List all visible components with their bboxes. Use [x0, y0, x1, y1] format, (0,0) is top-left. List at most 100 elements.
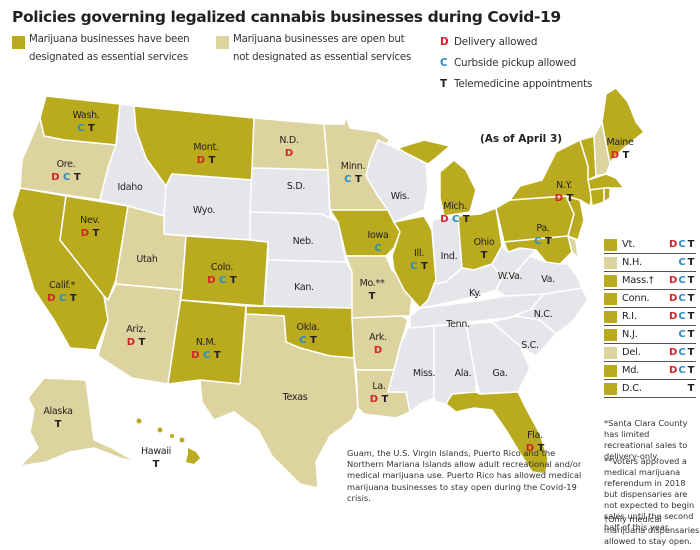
key-delivery: D Delivery allowed	[440, 36, 538, 48]
state-label-nd: N.D.	[279, 135, 298, 146]
state-label-hawaii: Hawaii	[141, 446, 171, 457]
policy-codes-mich: D C T	[440, 214, 470, 225]
state-ri[interactable]	[603, 187, 611, 203]
state-label-colo: Colo.	[211, 262, 233, 273]
state-label-calif: Calif.*	[49, 280, 76, 291]
policy-codes-calif: D C T	[47, 293, 77, 304]
state-mo[interactable]	[345, 255, 413, 319]
policy-codes-nm: D C T	[191, 350, 221, 361]
state-label-minn: Minn.	[341, 161, 365, 172]
policy-codes-ny: D T	[555, 193, 574, 204]
delivery-letter-icon: D	[440, 36, 449, 48]
state-label-kan: Kan.	[294, 282, 314, 293]
ne-row: N.H. CT	[604, 254, 696, 272]
state-ky[interactable]	[419, 263, 503, 309]
state-mich[interactable]	[397, 139, 477, 217]
state-label-ohio: Ohio	[474, 237, 495, 248]
legend-swatch-open	[216, 36, 229, 49]
policy-codes-nev: D T	[81, 228, 100, 239]
state-label-fla: Fla.	[527, 430, 543, 441]
ne-row: Md. DCT	[604, 362, 696, 380]
legend-swatch-essential	[12, 36, 25, 49]
policy-codes-maine: D T	[611, 150, 630, 161]
ne-policy-codes: DCT	[669, 239, 696, 250]
state-texas[interactable]	[199, 313, 359, 489]
state-label-wva: W.Va.	[498, 271, 522, 282]
state-ny[interactable]	[509, 139, 593, 207]
state-label-ind: Ind.	[441, 251, 458, 262]
ne-state-name: Conn.	[622, 293, 650, 304]
policy-codes-colo: D C T	[207, 275, 237, 286]
ne-state-name: Del.	[622, 347, 641, 358]
state-maine[interactable]	[601, 87, 645, 165]
state-nh[interactable]	[593, 121, 611, 177]
northeast-states-table: Vt. DCT N.H. CT Mass.† DCT Conn. DCT R.I. DCT N.J.…	[604, 236, 696, 398]
ne-policy-codes: DCT	[669, 293, 696, 304]
state-fla[interactable]	[445, 391, 549, 475]
state-label-ore: Ore.	[57, 159, 76, 170]
ne-row: Conn. DCT	[604, 290, 696, 308]
state-label-sd: S.D.	[287, 181, 305, 192]
state-label-ala: Ala.	[455, 368, 472, 379]
state-label-ariz: Ariz.	[126, 324, 146, 335]
state-label-idaho: Idaho	[118, 182, 143, 193]
note-santa-clara: *Santa Clara County has limited recreati…	[604, 418, 688, 461]
state-sd[interactable]	[249, 167, 331, 219]
state-label-nm: N.M.	[196, 337, 216, 348]
state-label-alaska: Alaska	[43, 406, 72, 417]
policy-codes-minn: C T	[344, 174, 362, 185]
ne-row: D.C. T	[604, 380, 696, 398]
state-label-ga: Ga.	[492, 368, 507, 379]
ne-policy-codes: CT	[678, 329, 696, 340]
policy-codes-mont: D T	[197, 155, 216, 166]
telemedicine-letter-icon: T	[440, 78, 447, 90]
ne-policy-codes: DCT	[669, 311, 696, 322]
status-swatch	[604, 364, 617, 377]
status-swatch	[604, 292, 617, 305]
policy-codes-ore: D C T	[51, 172, 81, 183]
ne-policy-codes: DCT	[669, 365, 696, 376]
page-title: Policies governing legalized cannabis bu…	[12, 8, 561, 26]
note-massachusetts: †Only medical marijuana dispensaries all…	[604, 514, 700, 546]
state-conn[interactable]	[589, 187, 605, 207]
status-swatch	[604, 328, 617, 341]
policy-codes-alaska: T	[55, 419, 62, 430]
state-alaska[interactable]	[19, 377, 137, 467]
state-label-iowa: Iowa	[367, 230, 388, 241]
state-label-okla: Okla.	[297, 322, 320, 333]
ne-row: Vt. DCT	[604, 236, 696, 254]
ne-row: R.I. DCT	[604, 308, 696, 326]
status-swatch	[604, 310, 617, 323]
status-swatch	[604, 238, 617, 251]
state-label-nc: N.C.	[534, 309, 553, 320]
state-label-wyo: Wyo.	[193, 205, 215, 216]
legend-essential-label: Marijuana businesses have been designate…	[29, 34, 190, 63]
state-label-ill: Ill.	[414, 248, 424, 259]
policy-codes-okla: C T	[299, 335, 317, 346]
policy-codes-ariz: D T	[127, 337, 146, 348]
note-missouri: **Voters approved a medical marijuana re…	[604, 456, 695, 532]
status-swatch	[604, 256, 617, 269]
state-label-mo: Mo.**	[360, 278, 385, 289]
state-label-sc: S.C.	[521, 340, 539, 351]
state-label-ny: N.Y.	[556, 180, 572, 191]
policy-codes-hawaii: T	[153, 459, 160, 470]
state-label-mont: Mont.	[193, 142, 218, 153]
policy-codes-iowa: C	[374, 243, 381, 254]
policy-codes-ohio: T	[481, 250, 488, 261]
state-label-texas: Texas	[282, 392, 308, 403]
ne-state-name: Mass.†	[622, 275, 654, 286]
ne-policy-codes: CT	[678, 257, 696, 268]
ne-policy-codes: DCT	[669, 347, 696, 358]
ne-state-name: Vt.	[622, 239, 636, 250]
ne-state-name: R.I.	[622, 311, 637, 322]
state-nc[interactable]	[507, 287, 589, 335]
policy-codes-ark: D	[374, 345, 382, 356]
state-label-mich: Mich.	[443, 201, 467, 212]
ne-row: N.J. CT	[604, 326, 696, 344]
policy-codes-wash: C T	[77, 123, 95, 134]
state-hawaii[interactable]	[136, 418, 201, 465]
policy-codes-mo: T	[369, 291, 376, 302]
state-label-ky: Ky.	[469, 288, 481, 299]
